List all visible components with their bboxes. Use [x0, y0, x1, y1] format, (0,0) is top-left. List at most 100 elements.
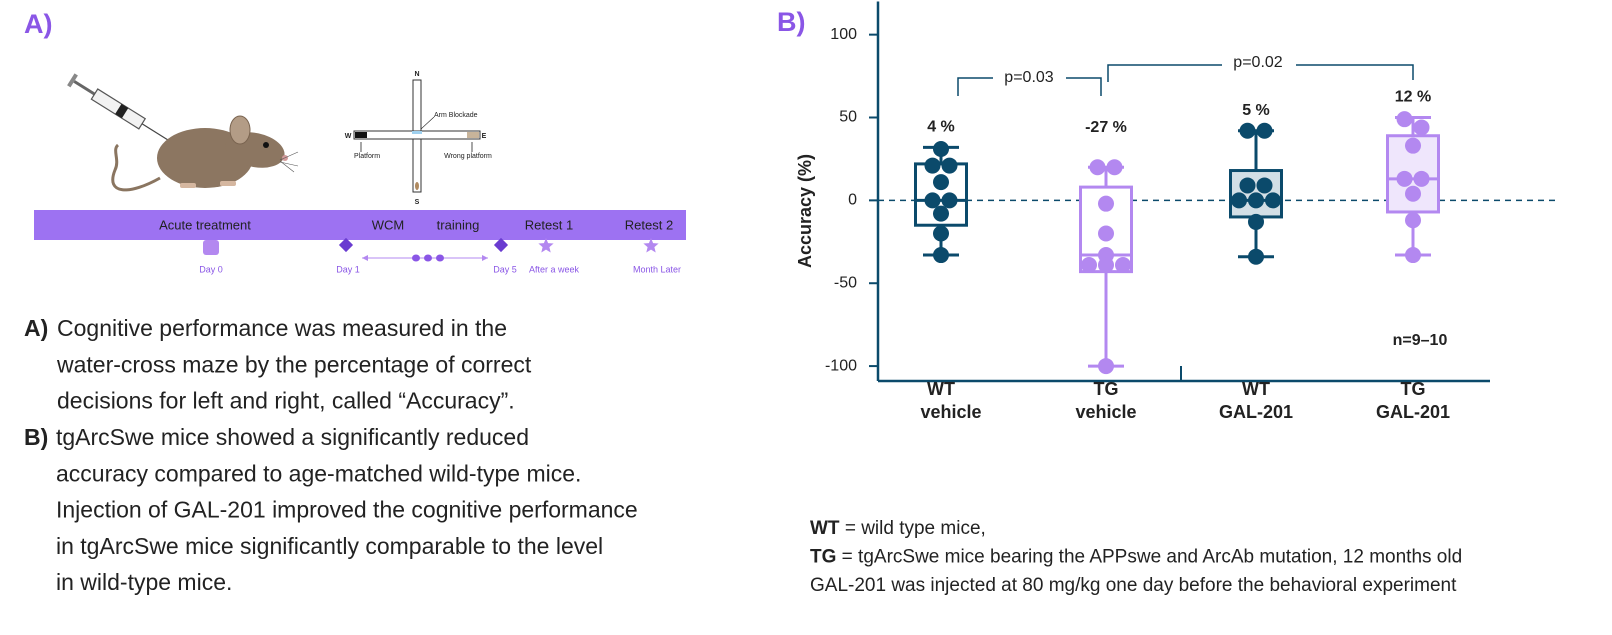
footnote-text: = tgArcSwe mice bearing the APPswe and A…	[836, 547, 1462, 568]
data-point	[1396, 170, 1413, 187]
sample-size: n=9–10	[1393, 332, 1448, 349]
paragraph-line: decisions for left and right, called “Ac…	[57, 388, 515, 414]
mouse-foot	[180, 183, 196, 188]
paragraph-line: accuracy compared to age-matched wild-ty…	[56, 460, 581, 486]
significance-bracket	[1107, 64, 1414, 82]
footnote-text: = wild type mice,	[840, 518, 986, 539]
maze-mouse	[415, 182, 419, 190]
data-point	[1265, 192, 1281, 209]
paragraph-line: Injection of GAL-201 improved the cognit…	[56, 497, 638, 523]
data-point	[1405, 247, 1421, 264]
data-point	[933, 205, 949, 222]
category-label: GAL-201	[1219, 402, 1293, 422]
y-tick-label: 0	[848, 192, 857, 209]
data-point	[1413, 170, 1430, 187]
data-point	[1239, 122, 1256, 139]
data-point	[1405, 185, 1421, 202]
maze-center	[413, 131, 421, 139]
group-label: 12 %	[1395, 89, 1431, 106]
mouse-foot	[220, 181, 236, 186]
data-point	[1248, 213, 1264, 230]
data-point	[1405, 212, 1421, 229]
data-point	[1089, 159, 1106, 176]
footnote-text: GAL-201 was injected at 80 mg/kg one day…	[810, 575, 1457, 596]
p-value: p=0.03	[1004, 69, 1053, 86]
timeline-bar	[34, 210, 686, 240]
y-tick-label: -50	[834, 274, 857, 291]
data-point	[933, 174, 949, 191]
panel-label: A)	[24, 9, 53, 39]
paragraph-line: water-cross maze by the percentage of co…	[56, 351, 532, 377]
category-label: TG	[1401, 379, 1426, 399]
data-point	[1081, 256, 1097, 273]
category-label: WT	[1242, 379, 1270, 399]
paragraph-line: in wild-type mice.	[56, 569, 232, 595]
platform-w	[355, 132, 367, 138]
footnote-line: GAL-201 was injected at 80 mg/kg one day…	[810, 575, 1457, 596]
category-label: GAL-201	[1376, 402, 1450, 422]
group-label: -27 %	[1085, 119, 1127, 136]
arrow	[420, 116, 435, 130]
data-point	[924, 192, 941, 209]
group-label: 4 %	[927, 119, 955, 136]
platform-e	[467, 132, 479, 138]
arrow-head	[362, 255, 368, 261]
maze-blockade	[412, 131, 422, 134]
dot	[436, 254, 444, 262]
mouse-ear	[229, 115, 251, 145]
data-point	[941, 192, 958, 209]
data-point	[1098, 225, 1114, 242]
plunger-head	[67, 73, 78, 88]
paragraph-line: tgArcSwe mice showed a significantly red…	[56, 424, 529, 450]
footnote-term: WT	[810, 518, 840, 539]
data-point	[1098, 358, 1114, 375]
paragraph-line: Cognitive performance was measured in th…	[57, 315, 507, 341]
y-tick-label: -100	[825, 357, 857, 374]
maze-label: Arm Blockade	[434, 112, 478, 119]
data-point	[933, 247, 949, 264]
whisker	[279, 160, 295, 173]
plunger	[73, 80, 96, 96]
dot	[424, 254, 432, 262]
data-point	[1098, 256, 1114, 273]
marker-diamond	[493, 237, 509, 253]
marker-day0	[203, 240, 219, 255]
data-point	[1413, 119, 1430, 136]
footnote-term: TG	[810, 547, 836, 568]
p-value: p=0.02	[1233, 54, 1282, 71]
data-point	[941, 157, 958, 174]
data-point	[1106, 159, 1123, 176]
marker-star	[538, 238, 554, 253]
category-label: vehicle	[920, 402, 981, 422]
data-point	[1396, 111, 1413, 128]
category-label: WT	[927, 379, 955, 399]
arrow-head	[482, 255, 488, 261]
data-point	[933, 225, 949, 242]
data-point	[933, 140, 949, 157]
footnote-line: WT = wild type mice,	[810, 518, 986, 539]
timeline-day: Day 5	[493, 264, 517, 274]
data-point	[1098, 195, 1114, 212]
marker-diamond	[338, 237, 354, 253]
mouse-eye	[263, 142, 269, 148]
category-label: vehicle	[1075, 402, 1136, 422]
timeline-day: Day 1	[336, 264, 360, 274]
timeline-phase: Acute treatment	[159, 217, 251, 232]
paragraph-line: in tgArcSwe mice significantly comparabl…	[56, 533, 603, 559]
y-tick-label: 100	[830, 26, 857, 43]
syringe	[67, 73, 170, 142]
paragraph-label: A)	[24, 315, 48, 341]
marker-star	[643, 238, 659, 253]
significance-bracket	[957, 77, 1102, 96]
timeline-day: Day 0	[199, 264, 223, 274]
data-point	[1231, 192, 1247, 209]
footnote-line: TG = tgArcSwe mice bearing the APPswe an…	[810, 547, 1462, 568]
maze-label: E	[482, 133, 487, 140]
timeline-phase: training	[437, 217, 480, 232]
data-point	[1239, 177, 1256, 194]
timeline-phase: Retest 2	[625, 217, 673, 232]
data-point	[924, 157, 941, 174]
y-tick-label: 50	[839, 109, 857, 126]
timeline-phase: Retest 1	[525, 217, 573, 232]
